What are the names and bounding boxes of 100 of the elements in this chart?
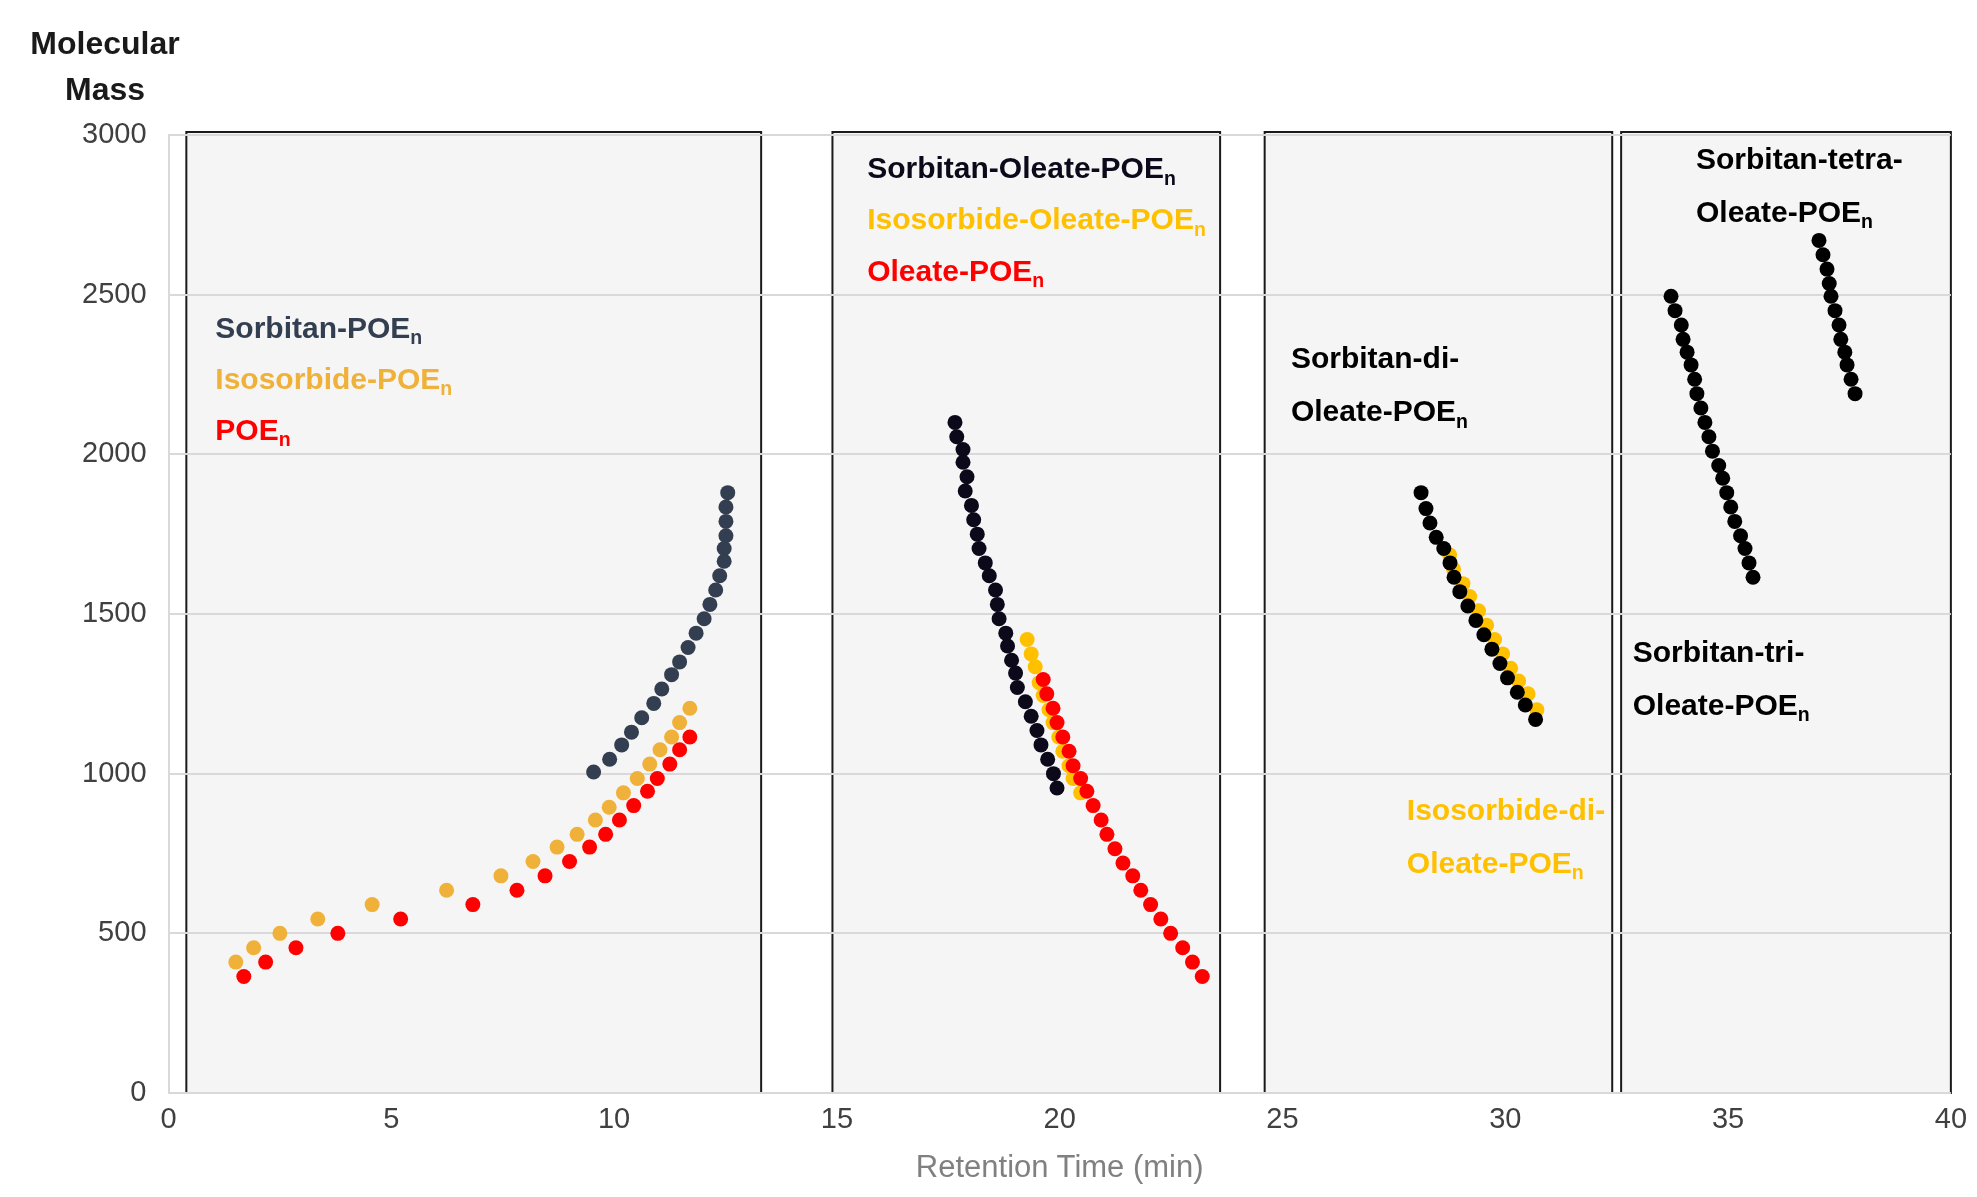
point (1831, 317, 1847, 333)
point (1704, 443, 1720, 459)
point (1023, 708, 1039, 724)
point (602, 751, 618, 767)
point (601, 799, 617, 815)
point (1040, 751, 1056, 767)
point (1115, 855, 1131, 871)
point (998, 625, 1014, 641)
point (959, 469, 975, 485)
point (236, 968, 252, 984)
y-tick-label: 500 (98, 915, 147, 948)
x-axis-title: Retention Time (min) (915, 1148, 1204, 1184)
point (493, 868, 509, 884)
point (509, 882, 525, 898)
point (1045, 766, 1061, 782)
point (1099, 826, 1115, 842)
y-tick-label: 2000 (82, 436, 147, 469)
point (549, 839, 565, 855)
point (1821, 275, 1837, 291)
y-tick-label: 3000 (82, 117, 147, 149)
point (1019, 632, 1035, 648)
point (664, 729, 680, 745)
point (977, 555, 993, 571)
point (1000, 638, 1016, 654)
point (969, 526, 985, 542)
point (652, 742, 668, 758)
point (949, 429, 965, 445)
point (1689, 386, 1705, 402)
y-tick-label: 1000 (82, 755, 147, 788)
point (1711, 458, 1727, 474)
y-tick-label: 2500 (82, 276, 147, 309)
point (989, 596, 1005, 612)
x-tick-label: 20 (1043, 1102, 1076, 1135)
point (708, 582, 724, 598)
point (955, 442, 971, 458)
point (626, 798, 642, 814)
point (662, 756, 678, 772)
point (1045, 700, 1061, 716)
point (966, 512, 982, 528)
point (1697, 414, 1713, 430)
point (310, 911, 326, 927)
point (1745, 569, 1761, 585)
point (1061, 743, 1077, 759)
point (1143, 897, 1159, 913)
y-axis-title: Molecular Mass (30, 24, 180, 107)
point (1667, 303, 1683, 319)
point (586, 764, 602, 780)
point (1833, 331, 1849, 347)
point (716, 553, 732, 569)
point (1175, 940, 1191, 956)
point (611, 812, 627, 828)
point (696, 611, 712, 627)
point (1492, 656, 1508, 671)
y-tick-label: 1500 (82, 596, 147, 628)
point (1085, 798, 1101, 814)
point (1509, 684, 1525, 700)
point (1065, 758, 1081, 774)
point (1004, 652, 1020, 668)
point (672, 742, 688, 758)
point (1723, 499, 1739, 515)
point (562, 853, 578, 869)
point (1837, 344, 1853, 360)
point (1687, 371, 1703, 387)
point (615, 785, 631, 801)
point (1500, 670, 1516, 686)
point (1023, 646, 1039, 662)
point (1679, 344, 1695, 360)
x-tick-label: 30 (1489, 1102, 1522, 1135)
point (1452, 584, 1468, 600)
point (1727, 513, 1743, 529)
point (642, 756, 658, 772)
x-tick-label: 0 (160, 1102, 177, 1135)
point (1194, 968, 1210, 984)
point (1815, 247, 1831, 263)
point (1683, 357, 1699, 373)
x-tick-label: 35 (1711, 1102, 1745, 1135)
point (1107, 841, 1123, 857)
point (623, 724, 639, 740)
point (1125, 868, 1141, 884)
point (654, 681, 670, 697)
point (1422, 515, 1438, 531)
point (963, 497, 979, 513)
point (465, 897, 481, 913)
point (1008, 665, 1024, 681)
point (598, 826, 614, 842)
point (582, 839, 598, 855)
point (258, 954, 274, 970)
point (640, 783, 656, 799)
point (1843, 371, 1859, 387)
point (1184, 954, 1200, 970)
point (1093, 812, 1109, 828)
point (1073, 770, 1089, 786)
point (1517, 697, 1533, 713)
point (228, 954, 244, 970)
point (682, 729, 698, 745)
point (569, 826, 585, 842)
point (988, 582, 1004, 598)
x-tick-label: 15 (820, 1102, 854, 1135)
point (1715, 470, 1731, 486)
y-tick-label: 0 (130, 1075, 147, 1107)
